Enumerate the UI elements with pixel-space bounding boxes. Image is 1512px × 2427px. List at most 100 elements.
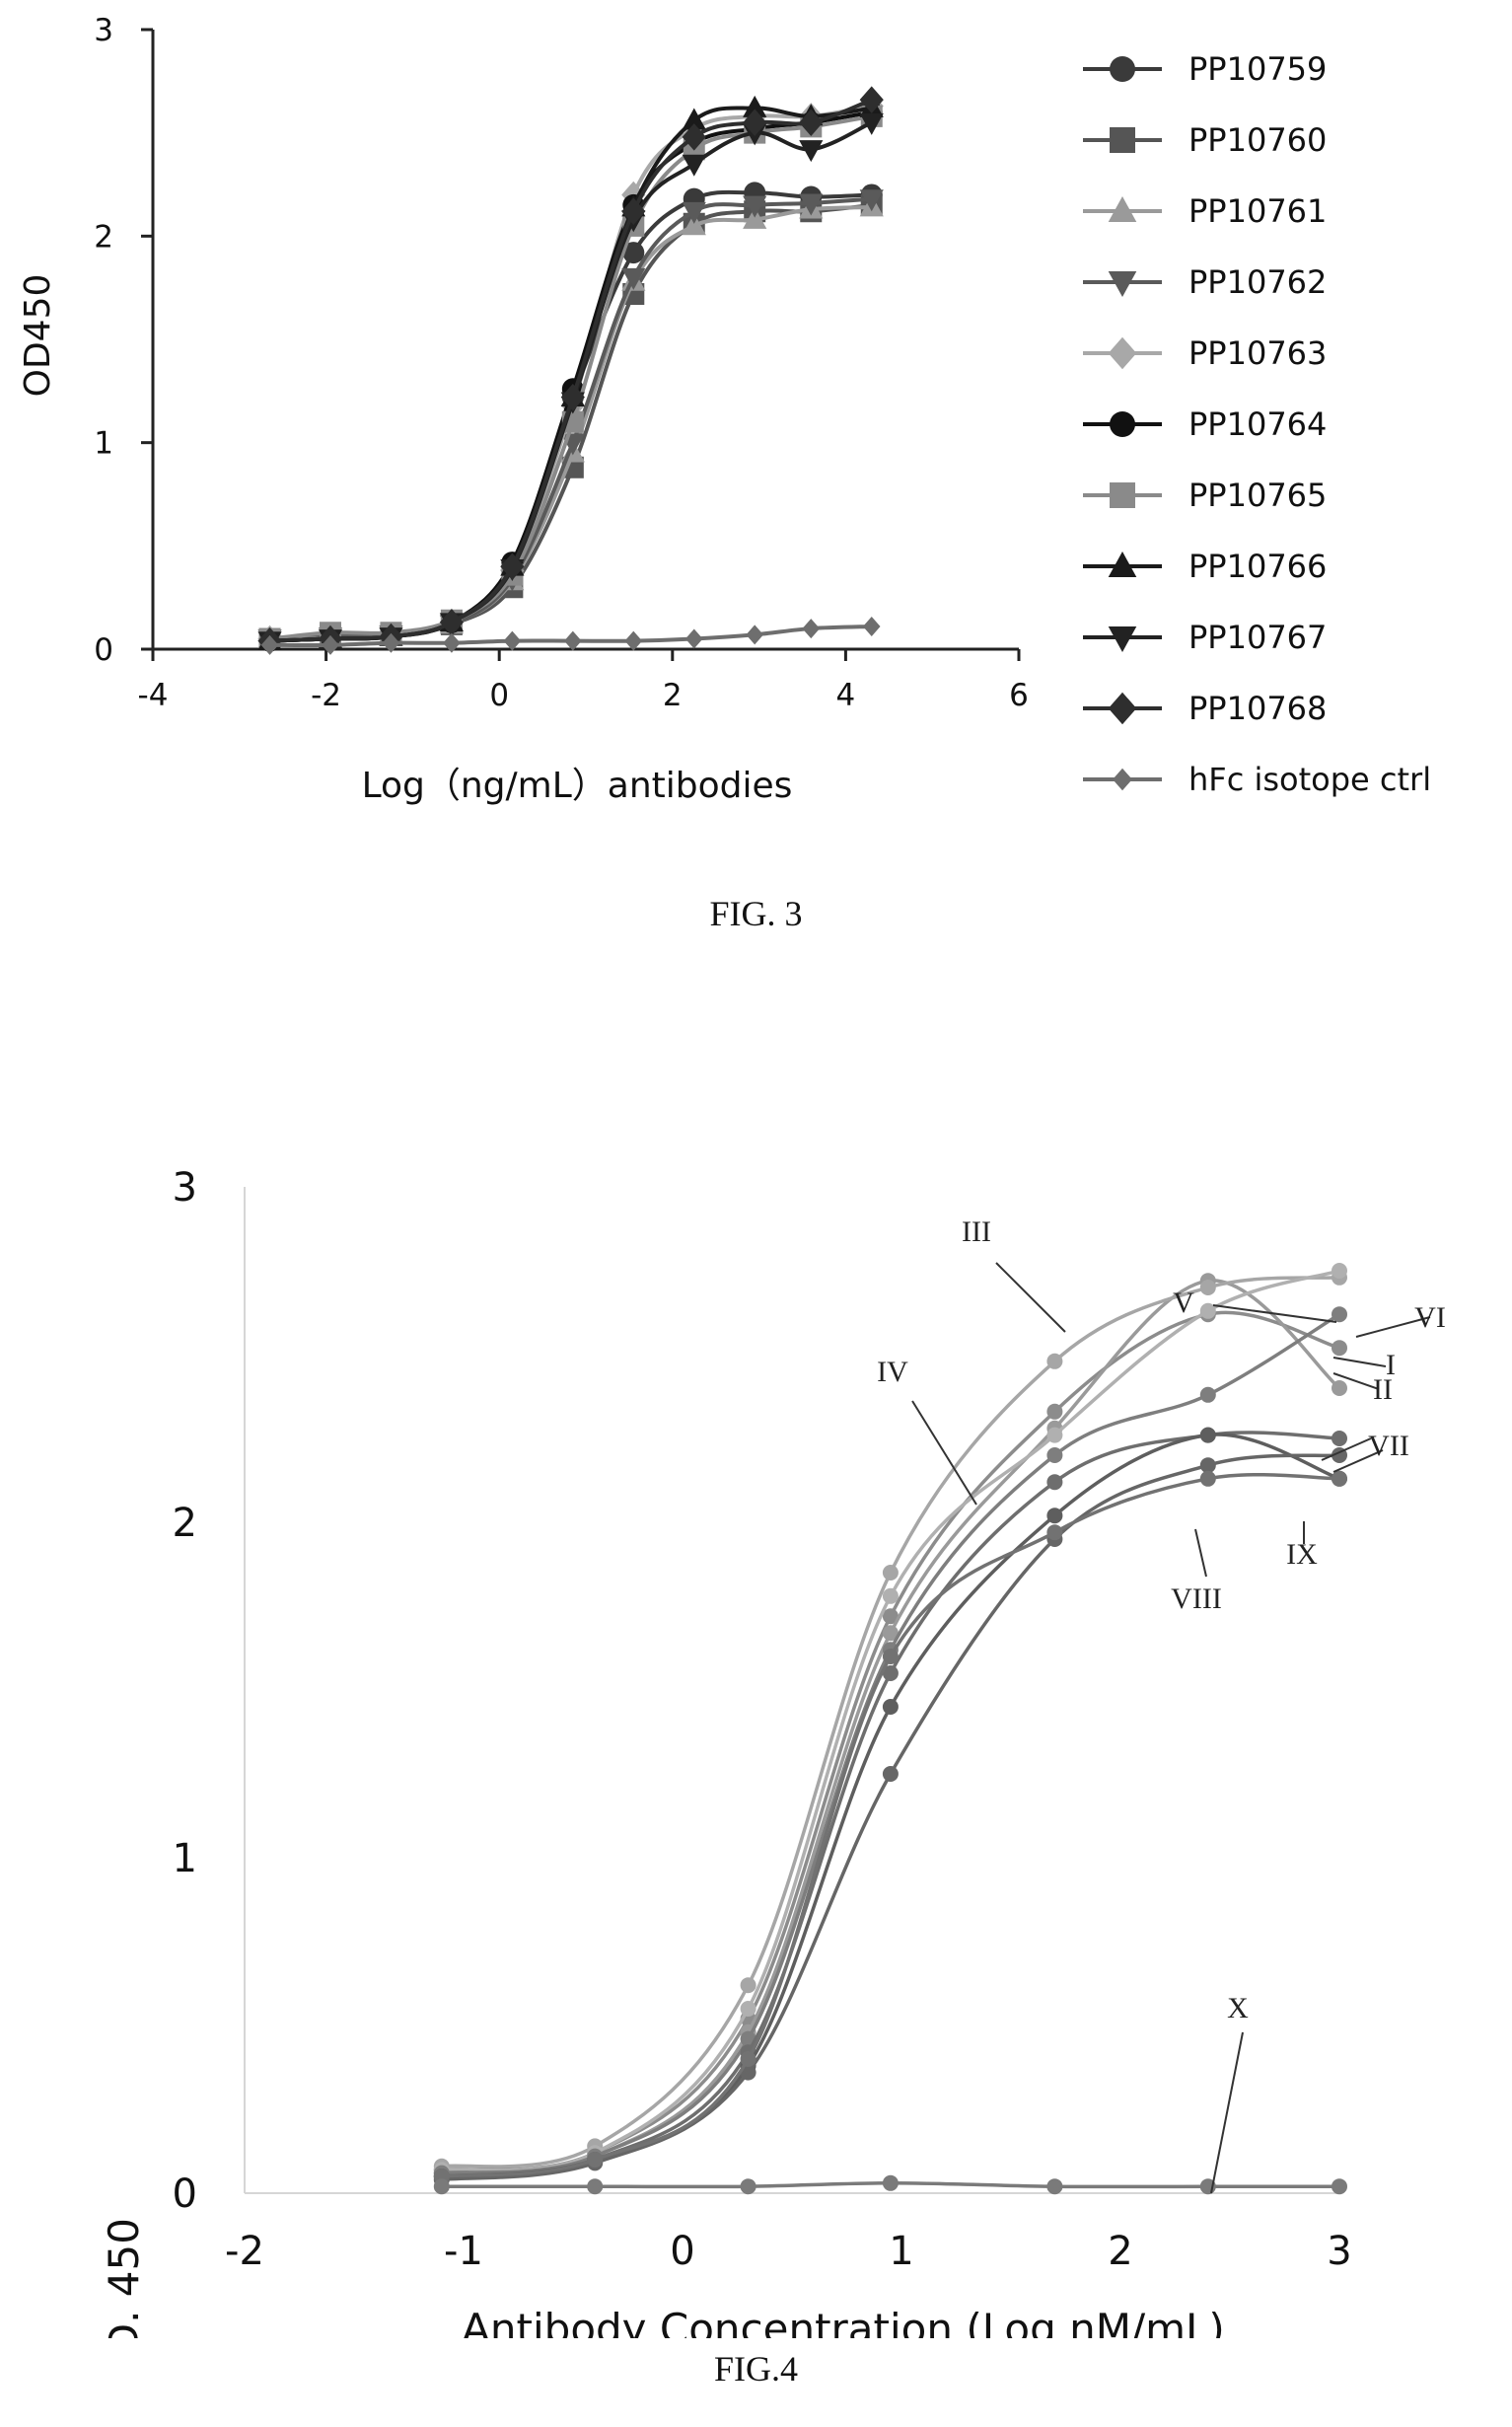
fig4-x-axis-label: Antibody Concentration (Log nM/mL) — [462, 2305, 1225, 2338]
fig4-caption: FIG.4 — [713, 2349, 798, 2389]
fig3-data-point — [684, 628, 703, 649]
fig4-annotation-label: II — [1373, 1373, 1393, 1406]
fig3-data-point — [859, 189, 884, 212]
fig4-data-point — [882, 1587, 899, 1604]
fig3-legend-marker — [1108, 336, 1137, 370]
fig4-data-point — [1199, 1386, 1216, 1403]
fig3-legend-marker — [1108, 692, 1137, 725]
fig4-series-line — [441, 1312, 1340, 2175]
fig3-legend-marker — [1108, 196, 1137, 223]
fig3-data-point — [743, 195, 767, 218]
fig4-data-point — [1199, 1457, 1216, 1474]
fig3-legend-label: PP10762 — [1188, 263, 1327, 301]
fig3-data-point — [624, 630, 643, 651]
fig4-annotation-label: I — [1386, 1349, 1396, 1381]
fig4-data-point — [1332, 1263, 1347, 1279]
fig4-data-point — [1332, 1380, 1347, 1396]
fig3-data-point — [859, 86, 884, 113]
fig3-data-point — [743, 206, 767, 229]
fig3-legend-marker — [1108, 625, 1137, 652]
fig3-data-point — [439, 609, 465, 636]
fig3-legend-label: PP10764 — [1188, 405, 1327, 443]
fig4-y-axis-label: O.D. 450 — [100, 2218, 148, 2338]
fig4-annotation-leader — [1332, 1449, 1384, 1473]
fig3-data-point — [682, 123, 706, 151]
fig3-x-tick-label: 4 — [836, 678, 856, 713]
fig4-annotation-leader — [1332, 1372, 1380, 1390]
fig3-legend-label: PP10763 — [1188, 334, 1327, 372]
fig4-y-tick-label: 3 — [173, 1165, 197, 1211]
fig4-data-point — [1046, 1524, 1063, 1541]
fig3-legend-label: PP10761 — [1188, 192, 1327, 230]
fig3-data-point — [322, 634, 339, 655]
fig4-y-tick-label: 0 — [173, 2171, 197, 2217]
fig3-chart: -4 -2 0 2 4 6 0 1 2 3 PP10759 PP10760 PP10761 PP1076… — [18, 13, 1431, 806]
fig3-data-point — [859, 112, 884, 135]
fig3-series-group — [257, 86, 884, 655]
fig4-data-point — [882, 1699, 899, 1715]
fig4-y-tick-label: 2 — [173, 1501, 197, 1546]
fig4-data-point — [1332, 1340, 1347, 1357]
fig4-data-point — [1332, 2178, 1347, 2195]
fig3-legend-label: hFc isotope ctrl — [1188, 761, 1431, 798]
fig3-x-tick-label: -4 — [138, 678, 169, 713]
fig4-data-point — [1332, 1306, 1347, 1323]
fig4-series-line — [441, 1269, 1340, 2172]
fig4-series-group — [433, 1263, 1347, 2195]
fig4-annotation-label: VII — [1368, 1430, 1409, 1462]
fig4-data-point — [740, 2051, 756, 2067]
fig3-data-point — [743, 109, 767, 136]
fig4-x-tick-label: 2 — [1108, 2229, 1132, 2274]
fig4-axes: -2 -1 0 1 2 3 0 1 2 3 — [173, 1165, 1352, 2274]
fig4-data-point — [882, 2174, 899, 2191]
fig4-data-point — [1046, 1427, 1063, 1443]
fig4-x-tick-label: 3 — [1327, 2229, 1351, 2274]
fig4-y-tick-label: 1 — [173, 1836, 197, 1881]
fig3-y-tick-label: 3 — [94, 13, 113, 48]
fig4-data-point — [1046, 1474, 1063, 1491]
fig4-data-point — [1046, 1353, 1063, 1369]
fig4-data-point — [1046, 2178, 1063, 2195]
fig3-legend-marker — [1110, 56, 1135, 82]
fig4-series-line — [441, 1431, 1340, 2178]
fig4-x-tick-label: -2 — [225, 2229, 264, 2274]
fig3-x-tick-label: 0 — [489, 678, 509, 713]
fig4-data-point — [1199, 1427, 1216, 1443]
fig4-annotation-leader — [1332, 1357, 1387, 1367]
fig3-legend-marker — [1108, 552, 1137, 578]
fig3-data-point — [443, 632, 461, 653]
fig4-series-line — [441, 1453, 1340, 2182]
fig4-data-point — [1046, 1508, 1063, 1524]
fig3-legend-label: PP10767 — [1188, 619, 1327, 656]
fig4-data-point — [587, 2152, 604, 2168]
fig3-legend-label: PP10759 — [1188, 50, 1327, 88]
fig3-y-axis-label: OD450 — [18, 274, 58, 398]
fig3-data-point — [799, 140, 824, 163]
fig4-data-point — [740, 1977, 756, 1994]
fig3-legend-marker — [1108, 270, 1137, 297]
fig4-data-point — [882, 1565, 899, 1581]
fig3-y-tick-label: 0 — [94, 632, 113, 668]
fig3-data-point — [622, 242, 645, 264]
fig3-data-point — [382, 632, 400, 653]
fig3-y-tick-label: 2 — [94, 219, 113, 255]
fig4-data-point — [882, 1766, 899, 1782]
fig4-annotation-leader — [1210, 2031, 1244, 2194]
fig3-data-point — [621, 197, 646, 225]
fig3-data-point — [802, 619, 821, 639]
fig3-data-point — [746, 625, 764, 645]
fig4-annotation-label: V — [1173, 1287, 1194, 1319]
fig4-annotation-label: III — [962, 1215, 991, 1248]
fig3-data-point — [862, 616, 881, 636]
fig3-legend-label: PP10768 — [1188, 690, 1327, 727]
fig4-data-point — [882, 1625, 899, 1642]
fig4-annotation-leader — [1194, 1528, 1207, 1578]
fig4-data-point — [1332, 1470, 1347, 1487]
fig3-legend-label: PP10766 — [1188, 548, 1327, 585]
fig3-y-tick-label: 1 — [94, 426, 113, 462]
fig4-series-line — [441, 1276, 1340, 2169]
fig4-data-point — [1199, 1280, 1216, 1295]
fig3-data-point — [799, 109, 824, 136]
fig4-x-tick-label: 0 — [670, 2229, 694, 2274]
